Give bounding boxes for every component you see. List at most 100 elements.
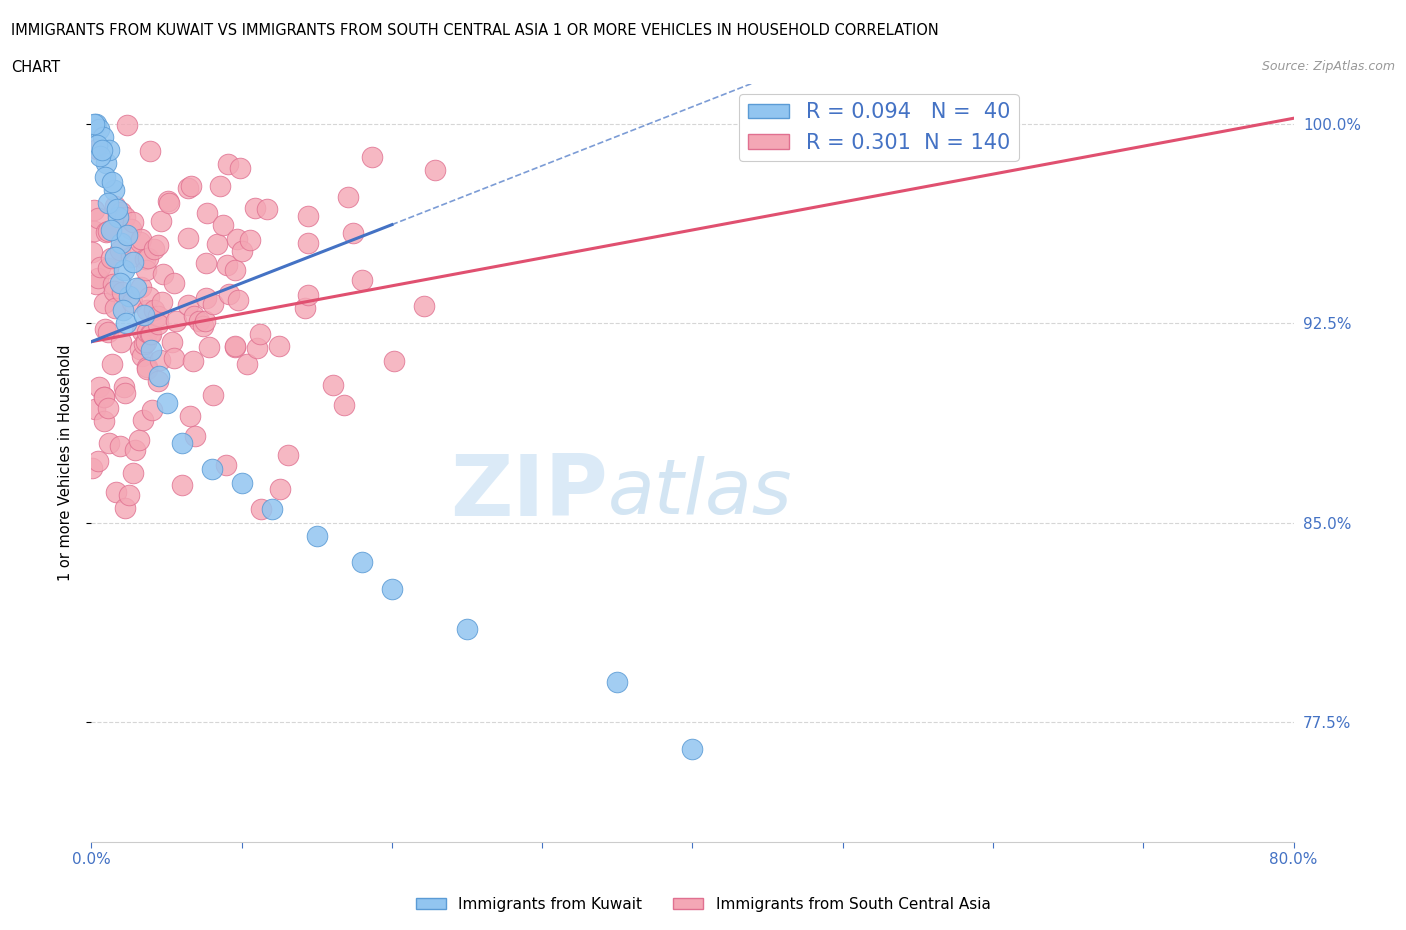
Point [93,413,115,428]
Point [101,357,124,372]
Point [87,211,110,226]
Point [361,149,384,164]
Point [141,342,163,357]
Point [136,251,159,266]
Point [114,209,136,224]
Point [89,148,111,163]
Point [131,349,153,364]
Point [235,357,257,372]
Point [110,205,132,219]
Point [117,228,139,243]
Point [107,209,129,224]
Point [86,141,108,156]
Point [122,465,145,480]
Point [425,162,447,177]
Point [104,300,127,315]
Point [100,250,122,265]
Point [129,232,152,246]
Point [120,250,142,265]
Point [350,555,373,570]
Text: CHART: CHART [11,60,60,75]
Point [148,316,170,331]
Point [110,335,132,350]
Point [86,454,108,469]
Point [98,436,121,451]
Point [456,621,478,636]
Point [181,353,204,368]
Point [162,334,184,349]
Point [163,275,186,290]
Point [135,335,157,350]
Point [148,237,170,252]
Point [101,175,124,190]
Point [142,303,165,318]
Point [149,352,172,367]
Point [224,339,246,354]
Point [86,276,108,291]
Point [111,285,134,299]
Point [93,389,115,404]
Point [136,362,159,377]
Point [87,271,110,286]
Point [108,275,131,290]
Point [146,309,169,324]
Point [105,201,128,216]
Point [114,262,136,277]
Point [94,169,117,184]
Point [93,322,115,337]
Point [101,276,124,291]
Text: atlas: atlas [609,456,793,530]
Point [239,232,262,247]
Point [118,487,141,502]
Point [146,373,169,388]
Point [84,116,107,131]
Point [132,308,155,323]
Point [136,325,159,339]
Point [128,234,150,249]
Point [202,388,225,403]
Point [218,286,240,301]
Text: Source: ZipAtlas.com: Source: ZipAtlas.com [1261,60,1395,73]
Point [269,339,291,353]
Point [83,116,105,131]
Point [297,287,319,302]
Point [195,206,218,220]
Point [209,178,232,193]
Point [187,313,209,328]
Point [135,262,157,277]
Point [201,462,224,477]
Text: IMMIGRANTS FROM KUWAIT VS IMMIGRANTS FROM SOUTH CENTRAL ASIA 1 OR MORE VEHICLES : IMMIGRANTS FROM KUWAIT VS IMMIGRANTS FRO… [11,23,939,38]
Point [224,339,246,353]
Point [83,224,105,239]
Point [125,281,148,296]
Point [124,443,146,458]
Point [80,460,103,475]
Point [150,295,173,310]
Point [177,298,200,312]
Point [231,244,253,259]
Point [139,326,162,341]
Point [80,245,103,259]
Legend: R = 0.094   N =  40, R = 0.301  N = 140: R = 0.094 N = 40, R = 0.301 N = 140 [740,94,1018,161]
Point [122,214,145,229]
Point [90,142,112,157]
Point [245,201,267,216]
Point [177,180,200,195]
Point [132,413,155,428]
Point [112,380,135,395]
Point [98,142,121,157]
Point [382,353,405,368]
Y-axis label: 1 or more Vehicles in Household: 1 or more Vehicles in Household [58,344,73,581]
Point [97,196,120,211]
Point [413,299,436,313]
Point [212,218,235,232]
Point [104,198,127,213]
Point [103,284,125,299]
Point [122,255,145,270]
Point [170,435,193,450]
Point [120,221,142,236]
Point [194,313,217,328]
Point [163,351,186,365]
Point [97,326,120,340]
Point [322,378,344,392]
